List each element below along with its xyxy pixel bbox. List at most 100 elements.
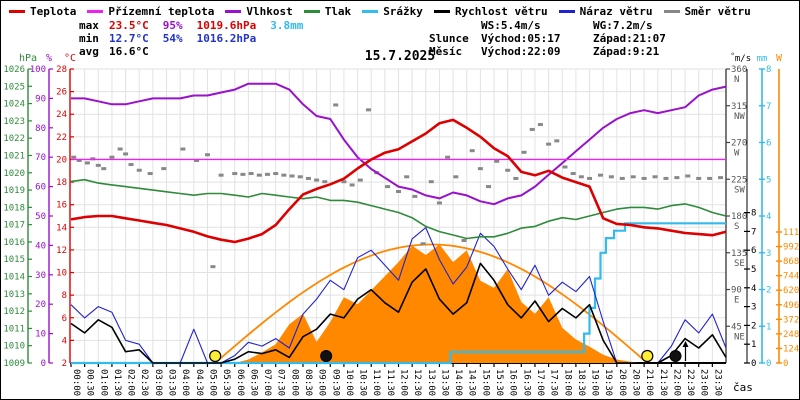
wind-direction-point [194,158,200,162]
wind-direction-point [469,149,475,153]
wind-direction-point [641,176,647,180]
legend-item: Přízemní teplota [87,5,214,18]
wind-direction-point [76,158,82,162]
wind-direction-point [477,167,483,171]
stat-row: Měsíc Východ:22:09 Západ:9:21 [429,45,705,58]
axis-label: 1012 [3,307,25,317]
axis-label: 13:00 [426,369,436,396]
wind-direction-point [505,168,511,172]
stat-value: Východ:05:17 [481,32,561,45]
legend-label: Směr větru [684,5,751,18]
stat-value: Západ:21:07 [593,32,666,45]
wind-direction-point [180,147,186,151]
axis-label: 1 [751,340,756,350]
axis-label: 21:30 [658,369,668,396]
axis-label: 4 [62,336,67,346]
wind-direction-point [513,176,519,180]
axis-label: 45 [731,322,742,332]
stat-value: WS:5.4m/s [481,19,541,32]
axis-label: 1015 [3,255,25,265]
stats-minmax-block: max 23.5°C 95% 1019.6hPa 3.8mm min 12.7°C 54% 10… [79,19,317,58]
axis-label: 17:00 [535,369,545,396]
axis-label: 20:00 [617,369,627,396]
wind-direction-point [333,103,339,107]
axis-label: NW [734,112,745,122]
axis-label: 0 [41,359,46,369]
legend-item: Tlak [303,5,351,18]
axis-label: 01:30 [112,369,122,396]
stat-row-label: Měsíc [429,45,463,58]
axis-label: 50 [35,212,46,222]
axis-label: 248 [783,330,799,340]
axis-label: 12 [56,246,67,256]
wind-direction-point [412,194,418,198]
axis-label: 90 [731,286,742,296]
stat-row: max 23.5°C 95% 1019.6hPa 3.8mm [79,19,317,32]
legend-item: Vlhkost [225,5,293,18]
axis-label: 1024 [3,100,25,110]
axis-label: 16:30 [521,369,531,396]
wind-direction-point [453,175,459,179]
axis-label: 135 [731,249,747,259]
axis-label: 3 [751,303,756,313]
wind-direction-point [685,174,691,178]
wind-direction-point [529,127,535,131]
axis-label: 8 [766,65,771,75]
axis-label: 744 [783,272,799,282]
legend-swatch-icon [362,10,379,13]
axis-label: 4 [751,284,756,294]
legend-swatch-icon [225,10,242,13]
wind-direction-point [696,176,702,180]
wind-direction-point [117,147,123,151]
axis-label: m/s [735,54,751,64]
axis-label: 15:00 [480,369,490,396]
axis-label: 1017 [3,221,25,231]
legend-swatch-icon [663,10,680,13]
axis-label: 07:30 [276,369,286,396]
axis-label: 0 [751,359,756,369]
axis-label: 225 [731,175,747,185]
moon-západ-marker [320,350,333,362]
axis-label: 04:00 [180,369,190,396]
wind-direction-point [232,172,238,176]
axis-label: 16 [56,201,67,211]
axis-label: 14 [56,223,67,233]
wind-direction-point [161,167,167,171]
axis-label: 00:30 [85,369,95,396]
axis-label: NE [734,332,745,342]
stat-row: Slunce Východ:05:17 Západ:21:07 [429,32,705,45]
axis-label: 1019 [3,186,25,196]
wind-direction-point [445,155,451,159]
axis-label: 10:00 [344,369,354,396]
axis-label: 11:00 [371,369,381,396]
axis-label: 2 [751,321,756,331]
axis-label: 10 [56,269,67,279]
legend-label: Vlhkost [246,5,293,18]
stat-row: avg 16.6°C [79,45,317,58]
moonrise-arrowhead-icon [682,341,689,347]
wind-direction-point [128,163,134,167]
axis-label: 09:30 [330,369,340,396]
axis-label: 17:30 [549,369,559,396]
stat-value: 1016.2hPa [196,32,257,45]
axis-label: 1116 [783,228,800,238]
axis-label: 1016 [3,238,25,248]
wind-direction-point [486,185,492,189]
axis-label: °C [64,53,76,64]
wind-direction-point [305,176,311,180]
axis-label: 1010 [3,342,25,352]
wind-direction-point [420,242,426,246]
wind-direction-point [289,174,295,178]
wind-direction-point [349,183,355,187]
axis-label: 620 [783,286,799,296]
wind-direction-point [436,201,442,205]
wind-direction-point [265,172,270,176]
axis-label: 1013 [3,290,25,300]
axis-label: 315 [731,102,747,112]
legend-label: Teplota [30,5,77,18]
wind-direction-point [210,265,216,269]
legend-swatch-icon [558,10,575,13]
stat-row-label: Slunce [429,32,469,45]
stat-value: 54% [162,32,183,45]
